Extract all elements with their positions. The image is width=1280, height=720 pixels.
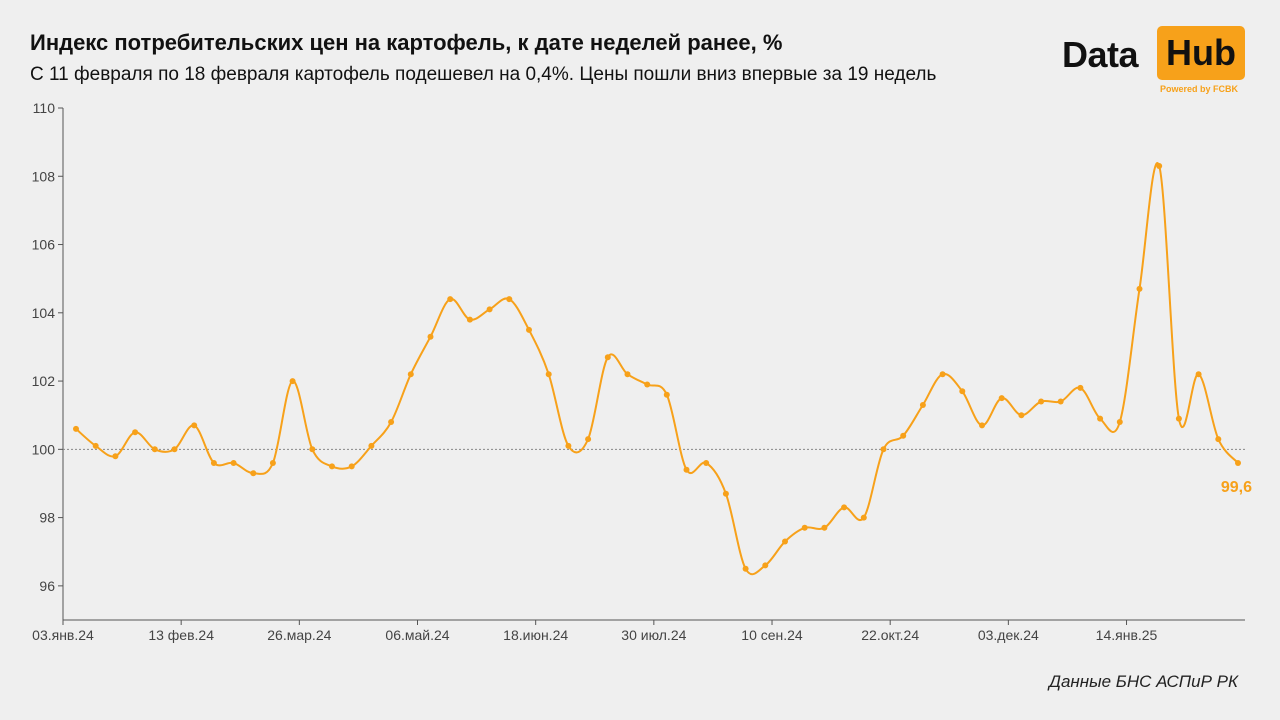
logo-data-text: Data (1062, 34, 1139, 75)
data-point (1097, 415, 1104, 422)
data-point (250, 470, 257, 477)
data-point (821, 524, 828, 531)
y-tick-label: 104 (32, 305, 56, 321)
data-point (132, 429, 139, 436)
data-point (782, 538, 788, 545)
data-point (565, 442, 572, 449)
y-tick-label: 96 (39, 578, 55, 594)
data-point (1195, 371, 1202, 378)
data-point (959, 388, 966, 395)
x-tick-label: 22.окт.24 (861, 627, 919, 643)
data-labels: 99,6 (1221, 479, 1252, 496)
data-point (466, 316, 473, 323)
data-point (801, 524, 808, 531)
data-point (289, 378, 296, 385)
data-point (191, 422, 198, 429)
data-point (1156, 163, 1163, 169)
data-point (526, 326, 532, 333)
data-point (703, 460, 710, 466)
data-point (900, 432, 907, 439)
data-point (112, 453, 119, 460)
series-line (75, 162, 1239, 576)
data-point (427, 333, 434, 340)
data-point (860, 514, 867, 521)
logo-powered-text: Powered by FCBK (1160, 84, 1239, 94)
datahub-logo: Data Hub Powered by FCBK (1062, 26, 1250, 98)
data-point (486, 306, 493, 313)
data-point (1057, 398, 1064, 405)
x-tick-label: 10 сен.24 (741, 627, 803, 643)
data-point (762, 562, 769, 569)
data-point (92, 442, 99, 449)
series-group (73, 162, 1241, 576)
y-axis-ticks: 96 98 100 102 104 106 108 110 (32, 100, 63, 594)
data-point (210, 460, 217, 466)
data-point (919, 402, 926, 408)
x-tick-label: 06.май.24 (385, 627, 449, 643)
data-point (880, 446, 887, 453)
data-point (1136, 285, 1143, 292)
data-point (1018, 412, 1025, 419)
x-tick-label: 13 фев.24 (148, 627, 214, 643)
x-tick-label: 14.янв.25 (1096, 627, 1158, 643)
data-point (506, 296, 513, 303)
data-point (309, 446, 316, 453)
data-point (979, 422, 985, 429)
data-point (269, 460, 276, 466)
chart-axes (62, 108, 1245, 621)
data-point (545, 371, 552, 378)
x-tick-label: 03.янв.24 (32, 627, 94, 643)
data-point (73, 425, 79, 432)
data-point (407, 371, 414, 378)
data-point (1038, 398, 1045, 405)
data-point (151, 446, 158, 453)
x-tick-label: 26.мар.24 (267, 627, 331, 643)
x-axis-ticks: 03.янв.24 13 фев.24 26.мар.24 06.май.24 18.и… (32, 620, 1158, 643)
data-point (329, 463, 335, 470)
data-point (604, 354, 611, 361)
data-point (230, 460, 237, 466)
data-point (683, 466, 690, 473)
chart-subtitle: С 11 февраля по 18 февраля картофель под… (30, 64, 937, 85)
data-point (1116, 419, 1123, 425)
data-point (644, 381, 651, 388)
last-value-label: 99,6 (1221, 479, 1252, 496)
data-point (663, 391, 670, 398)
data-source: Данные БНС АСПиР РК (1048, 672, 1238, 691)
data-point (171, 446, 178, 453)
data-point (1235, 460, 1241, 466)
logo-hub-text: Hub (1157, 26, 1245, 80)
data-point (939, 371, 946, 378)
y-tick-label: 98 (39, 510, 55, 526)
y-tick-label: 106 (32, 237, 56, 253)
y-tick-label: 108 (32, 168, 56, 184)
data-point (998, 395, 1005, 402)
chart-title: Индекс потребительских цен на картофель,… (30, 30, 783, 55)
x-tick-label: 18.июн.24 (503, 627, 568, 643)
data-point (368, 442, 375, 449)
data-point (742, 565, 749, 572)
data-point (388, 419, 395, 425)
data-point (1077, 384, 1084, 391)
data-point (1215, 436, 1222, 443)
x-tick-label: 30 июл.24 (621, 627, 686, 643)
data-point (585, 436, 592, 443)
data-point (722, 490, 729, 497)
data-point (624, 371, 631, 378)
data-point (447, 296, 454, 303)
y-tick-label: 100 (32, 441, 56, 457)
x-tick-label: 03.дек.24 (978, 627, 1039, 643)
data-point (1175, 415, 1182, 422)
data-point (841, 504, 848, 511)
y-tick-label: 102 (32, 373, 56, 389)
data-point (348, 463, 355, 470)
y-tick-label: 110 (33, 100, 56, 116)
